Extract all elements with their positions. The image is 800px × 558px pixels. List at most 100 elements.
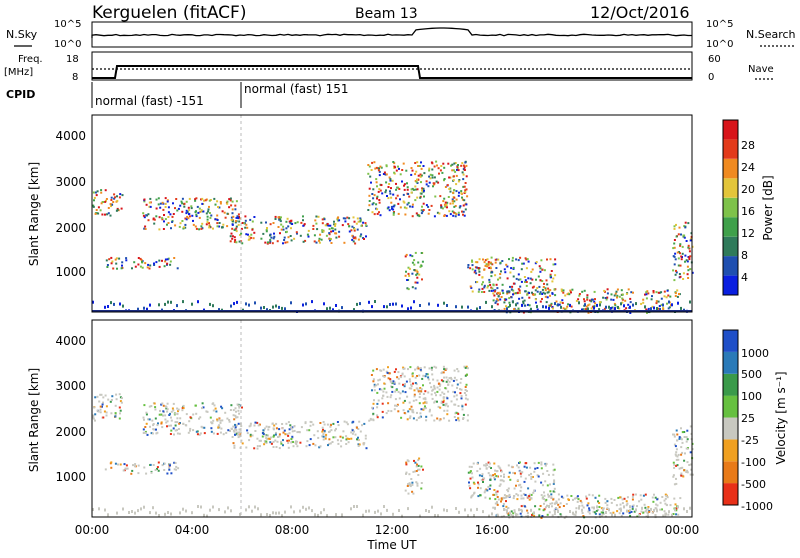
power-cell bbox=[509, 285, 511, 288]
power-cell bbox=[185, 209, 188, 212]
power-cell bbox=[139, 265, 142, 268]
power-cell bbox=[315, 241, 318, 244]
power-cell bbox=[512, 293, 514, 296]
velocity-cell bbox=[120, 401, 123, 404]
velocity-cell bbox=[617, 496, 620, 499]
power-cell bbox=[201, 202, 204, 205]
velocity-cell bbox=[162, 410, 165, 413]
velocity-cell bbox=[507, 464, 510, 467]
velocity-cell bbox=[689, 473, 692, 476]
velocity-cell bbox=[416, 387, 419, 390]
velocity-cell bbox=[237, 409, 240, 412]
power-cell bbox=[180, 200, 183, 203]
power-cell bbox=[483, 268, 486, 271]
velocity-cell bbox=[442, 365, 445, 368]
velocity-cell bbox=[647, 507, 650, 510]
velocity-cell bbox=[177, 410, 179, 413]
velocity-cell bbox=[364, 437, 367, 440]
velocity-cell bbox=[539, 505, 542, 507]
velocity-cell bbox=[560, 495, 563, 498]
power-cell bbox=[142, 212, 145, 215]
velocity-ground-cell bbox=[131, 510, 133, 513]
power-cell bbox=[406, 203, 409, 206]
velocity-cell bbox=[371, 389, 373, 392]
velocity-cell bbox=[500, 475, 502, 478]
power-cell bbox=[265, 230, 268, 233]
velocity-cell bbox=[625, 504, 628, 507]
power-cell bbox=[206, 218, 209, 221]
velocity-cell bbox=[264, 440, 266, 443]
velocity-cell bbox=[655, 507, 658, 510]
velocity-cell bbox=[466, 419, 469, 422]
velocity-cell bbox=[542, 509, 545, 512]
velocity-cell bbox=[544, 500, 547, 503]
power-cell bbox=[582, 308, 585, 311]
velocity-cell bbox=[629, 514, 632, 517]
velocity-cell bbox=[672, 433, 674, 436]
velocity-cell bbox=[278, 428, 281, 431]
power-cell bbox=[682, 278, 685, 280]
power-cell bbox=[166, 258, 169, 261]
power-cell bbox=[377, 190, 380, 193]
power-cell bbox=[330, 230, 333, 233]
power-cell bbox=[190, 205, 193, 208]
velocity-cell bbox=[403, 412, 406, 414]
velocity-cell bbox=[594, 496, 597, 499]
velocity-cell bbox=[479, 487, 482, 490]
velocity-colorbar-segment bbox=[723, 351, 738, 374]
power-cell bbox=[401, 180, 403, 183]
power-cell bbox=[645, 297, 648, 300]
velocity-cell bbox=[179, 417, 182, 420]
power-cell bbox=[614, 292, 617, 295]
power-ground-cell bbox=[542, 305, 544, 309]
power-cell bbox=[443, 203, 446, 206]
velocity-cell bbox=[525, 466, 528, 469]
power-cell bbox=[675, 235, 678, 238]
power-cell bbox=[440, 165, 443, 167]
power-ground-cell bbox=[311, 300, 313, 304]
velocity-cell bbox=[93, 406, 96, 409]
power-ground-cell bbox=[506, 307, 508, 311]
velocity-cell bbox=[675, 451, 678, 454]
velocity-cell bbox=[102, 396, 105, 399]
velocity-cell bbox=[575, 497, 578, 499]
velocity-cell bbox=[312, 442, 315, 445]
power-cell bbox=[491, 287, 494, 290]
power-cell bbox=[289, 235, 292, 237]
power-cell bbox=[279, 232, 281, 235]
velocity-cell bbox=[151, 432, 154, 435]
power-cell bbox=[194, 198, 197, 201]
velocity-cell bbox=[587, 502, 590, 505]
power-cell bbox=[457, 169, 460, 172]
velocity-cell bbox=[594, 512, 597, 515]
velocity-ground-cell bbox=[272, 511, 274, 515]
velocity-cell bbox=[524, 477, 527, 480]
power-cell bbox=[505, 263, 508, 266]
velocity-cell bbox=[253, 424, 256, 427]
power-cell bbox=[143, 200, 146, 203]
velocity-cell bbox=[92, 417, 95, 420]
power-ground-cell bbox=[548, 306, 550, 310]
power-cell bbox=[378, 199, 381, 201]
power-cell bbox=[453, 189, 455, 192]
velocity-cell bbox=[417, 367, 420, 370]
power-cell bbox=[587, 311, 590, 314]
power-cell bbox=[376, 197, 378, 200]
power-cell bbox=[651, 305, 654, 308]
power-ground-cell bbox=[284, 307, 286, 311]
velocity-cell bbox=[387, 366, 389, 369]
power-cell bbox=[483, 291, 486, 293]
velocity-ground-cell bbox=[497, 514, 499, 518]
velocity-cell bbox=[493, 478, 496, 481]
power-cell bbox=[202, 210, 205, 213]
velocity-cell bbox=[498, 484, 501, 487]
velocity-cell bbox=[103, 410, 106, 413]
power-cell bbox=[192, 223, 195, 226]
velocity-cell bbox=[471, 472, 473, 475]
power-cell bbox=[133, 261, 136, 264]
velocity-cell bbox=[524, 493, 527, 496]
velocity-cell bbox=[453, 395, 456, 398]
power-cell bbox=[287, 236, 290, 239]
power-cell bbox=[204, 199, 207, 202]
power-cell bbox=[229, 240, 232, 243]
